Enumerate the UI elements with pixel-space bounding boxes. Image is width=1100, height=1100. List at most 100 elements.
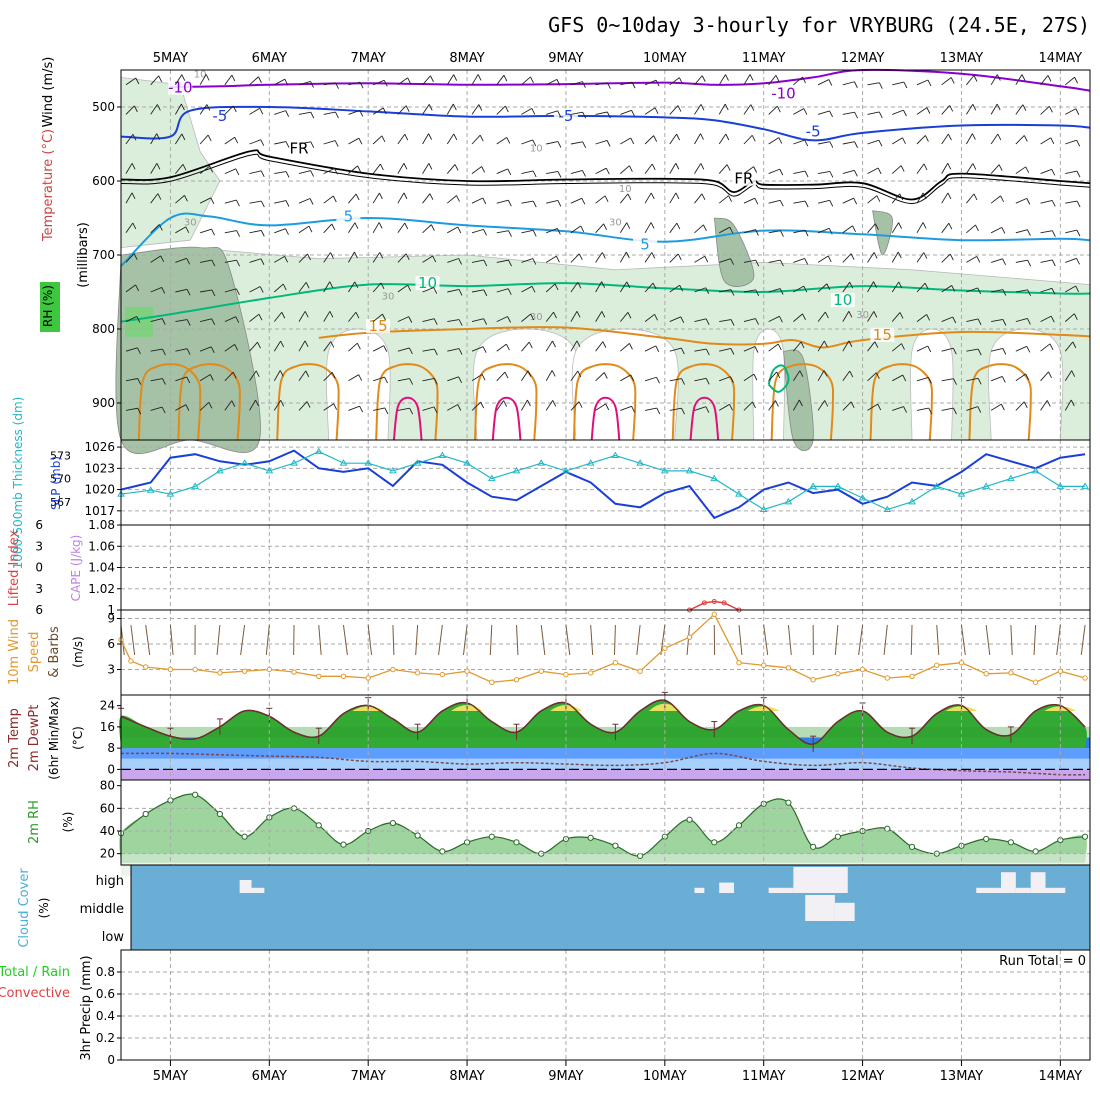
wind-barb-feather bbox=[162, 378, 166, 385]
wind-barb-feather bbox=[409, 408, 414, 415]
wind-barb bbox=[422, 378, 435, 382]
isotherm-15 bbox=[318, 325, 1091, 349]
wind-barb bbox=[447, 226, 459, 234]
wind-barb bbox=[422, 406, 435, 411]
wind-barb-feather bbox=[631, 406, 636, 413]
wind-barb-feather bbox=[950, 77, 955, 84]
wind-barb-feather bbox=[606, 111, 611, 119]
wind-barb-feather bbox=[973, 193, 978, 201]
wind-barb bbox=[867, 403, 878, 411]
wind-barb-feather bbox=[428, 104, 433, 111]
rh-point bbox=[414, 832, 421, 839]
thickness-point bbox=[339, 459, 348, 466]
wind-barb bbox=[1040, 371, 1049, 382]
precip-tick-label: 0.6 bbox=[96, 987, 115, 1001]
thickness-point bbox=[146, 486, 155, 493]
wind-barb-feather bbox=[310, 170, 314, 177]
wind-barb-10m bbox=[660, 624, 666, 656]
wind-barb bbox=[842, 197, 854, 204]
isotherm-20-loop bbox=[770, 363, 835, 441]
wind-barb bbox=[175, 376, 187, 382]
thickness-point bbox=[735, 490, 743, 497]
rh-tick-label: 20 bbox=[100, 847, 115, 861]
wind-barb-feather bbox=[310, 81, 314, 88]
wind-barb-feather bbox=[750, 104, 755, 111]
wind-speed-point bbox=[711, 611, 717, 617]
y-tick-label: 500 bbox=[92, 100, 115, 114]
wind-barb bbox=[422, 224, 432, 234]
wind-barb-feather bbox=[186, 376, 191, 384]
wind-barb bbox=[990, 376, 1003, 382]
wind-speed-point bbox=[291, 669, 297, 675]
wind-barb bbox=[867, 82, 880, 86]
wind-barb-feather bbox=[603, 372, 608, 379]
wind-barb bbox=[694, 377, 707, 382]
wind-barb bbox=[150, 193, 159, 204]
wind-barb bbox=[818, 171, 830, 175]
x-tick-label-top: 14MAY bbox=[1039, 51, 1083, 66]
wind-barb-feather bbox=[508, 259, 512, 267]
wind-barb-feather bbox=[927, 79, 932, 87]
wind-barb bbox=[323, 195, 334, 204]
wind-barb bbox=[249, 107, 261, 115]
wind-barb-10m bbox=[1056, 624, 1061, 656]
wind-barb-feather bbox=[407, 284, 412, 292]
wind-barb bbox=[422, 255, 433, 263]
rh-point bbox=[513, 839, 520, 846]
wind-barb bbox=[471, 373, 483, 382]
isotherm-20-loop bbox=[671, 363, 736, 441]
wind-barb-feather bbox=[282, 283, 287, 291]
wind-barb-feather bbox=[481, 166, 486, 173]
wind-tick-label: 3 bbox=[107, 663, 115, 677]
wind-barb-feather bbox=[899, 193, 904, 200]
wind-barb bbox=[595, 372, 605, 382]
wind-barb bbox=[125, 316, 137, 323]
wind-speed-point bbox=[241, 668, 248, 674]
wind-barb-feather bbox=[1048, 371, 1052, 379]
isotherm-label: 10 bbox=[833, 291, 852, 309]
wind-barb-feather bbox=[307, 253, 311, 261]
wind-barb bbox=[991, 289, 1003, 293]
wind-barb-feather bbox=[236, 230, 241, 237]
y-tick-label: 700 bbox=[92, 248, 115, 262]
wind-barb bbox=[447, 319, 460, 323]
x-tick-label-top: 7MAY bbox=[351, 51, 386, 66]
wind-barb-feather bbox=[384, 376, 388, 384]
cloud-axis-label: Cloud Cover bbox=[17, 868, 32, 948]
wind-barb bbox=[694, 104, 702, 115]
wind-barb-feather bbox=[631, 81, 636, 89]
wind-barb-feather bbox=[705, 318, 710, 326]
wind-barb-feather bbox=[1000, 403, 1005, 411]
wind-barb bbox=[348, 81, 361, 86]
wind-barb-10m bbox=[910, 624, 913, 656]
wind-barb-feather bbox=[1027, 229, 1031, 236]
wind-barb-feather bbox=[975, 224, 979, 232]
x-tick-label-bottom: 5MAY bbox=[153, 1069, 188, 1084]
wind-barb bbox=[768, 168, 780, 175]
cape-tick-label: 1.02 bbox=[88, 582, 115, 596]
wind-barb-feather bbox=[236, 199, 240, 207]
wind-barb-feather bbox=[379, 252, 384, 259]
wind-barb-feather bbox=[335, 82, 339, 89]
wind-barb bbox=[422, 75, 431, 86]
wind-barb bbox=[372, 135, 383, 145]
wind-barb bbox=[768, 400, 776, 411]
wind-barb-feather bbox=[704, 256, 709, 263]
wind-barb bbox=[743, 259, 756, 263]
wind-barb bbox=[966, 163, 974, 174]
rh-contour-label: 30 bbox=[184, 217, 197, 228]
wind-barb-feather bbox=[458, 258, 463, 265]
wind-barb-10m bbox=[960, 624, 966, 656]
wind-barb-feather bbox=[899, 312, 904, 319]
thickness-point bbox=[438, 451, 447, 458]
thickness-point bbox=[191, 482, 200, 489]
wind-barb bbox=[471, 346, 484, 352]
wind-barb bbox=[199, 228, 212, 234]
precip-tick-label: 0.2 bbox=[96, 1031, 115, 1045]
isotherm-20-loop bbox=[137, 363, 202, 441]
wind-barb-feather bbox=[897, 251, 902, 259]
wind-barb bbox=[150, 224, 160, 234]
wind-barb bbox=[867, 311, 875, 322]
wind-barb bbox=[273, 311, 283, 322]
